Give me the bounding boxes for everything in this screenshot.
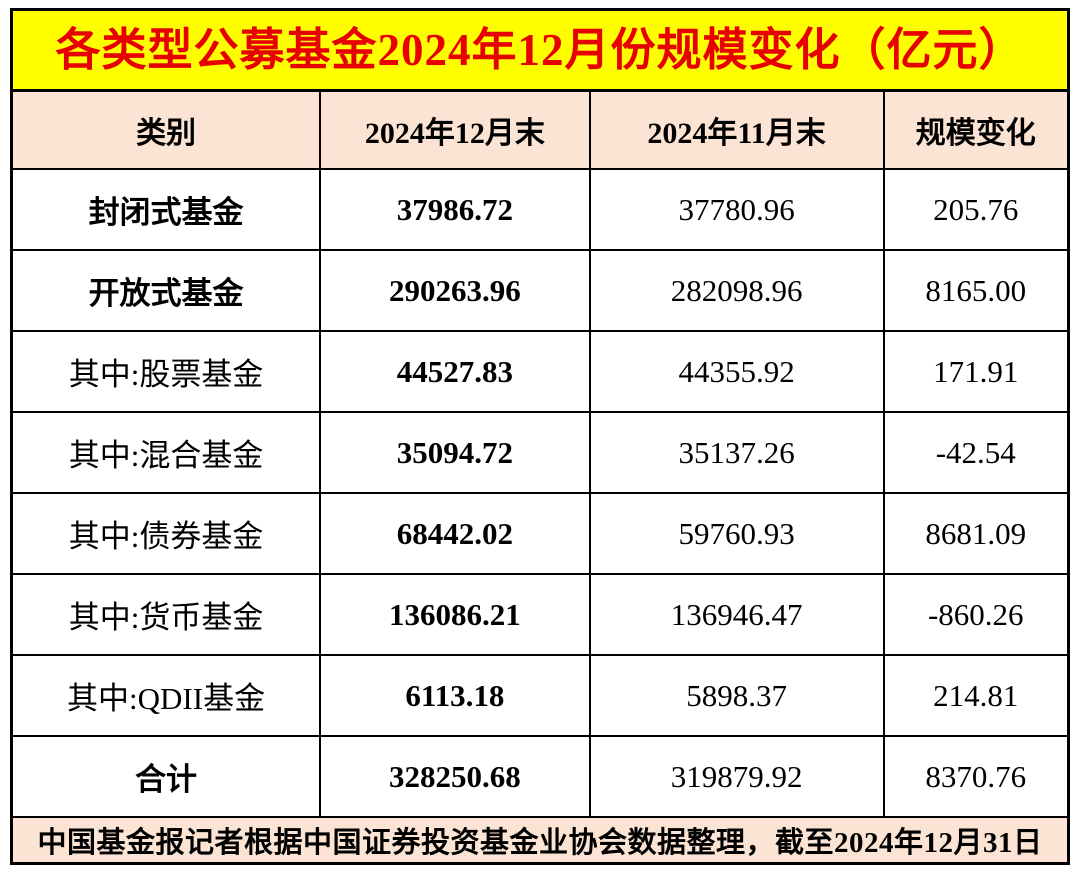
page-title: 各类型公募基金2024年12月份规模变化（亿元） xyxy=(55,24,1025,75)
value-dec: 35094.72 xyxy=(319,411,591,494)
row-label: 其中:股票基金 xyxy=(10,330,322,413)
column-header-scale-change: 规模变化 xyxy=(882,89,1070,170)
value-dec: 6113.18 xyxy=(319,654,591,737)
value-change: 205.76 xyxy=(882,168,1070,251)
column-header-nov-2024: 2024年11月末 xyxy=(588,89,885,170)
value-dec: 68442.02 xyxy=(319,492,591,575)
value-change: 8681.09 xyxy=(882,492,1070,575)
value-change: -42.54 xyxy=(882,411,1070,494)
table-row-closed-end-funds: 封闭式基金 37986.72 37780.96 205.76 xyxy=(10,168,1070,251)
value-change: 8370.76 xyxy=(882,735,1070,818)
value-nov: 59760.93 xyxy=(588,492,885,575)
row-label-total: 合计 xyxy=(10,735,322,818)
source-note: 中国基金报记者根据中国证券投资基金业协会数据整理，截至2024年12月31日 xyxy=(10,816,1070,865)
table-header-row: 类别 2024年12月末 2024年11月末 规模变化 xyxy=(10,89,1070,170)
table-row-hybrid-funds: 其中:混合基金 35094.72 35137.26 -42.54 xyxy=(10,411,1070,494)
row-label: 其中:混合基金 xyxy=(10,411,322,494)
table-row-bond-funds: 其中:债券基金 68442.02 59760.93 8681.09 xyxy=(10,492,1070,575)
value-dec: 37986.72 xyxy=(319,168,591,251)
fund-scale-table: 类别 2024年12月末 2024年11月末 规模变化 封闭式基金 37986.… xyxy=(10,89,1070,865)
value-dec: 328250.68 xyxy=(319,735,591,818)
value-dec: 290263.96 xyxy=(319,249,591,332)
value-change: 171.91 xyxy=(882,330,1070,413)
table-row-open-end-funds: 开放式基金 290263.96 282098.96 8165.00 xyxy=(10,249,1070,332)
column-header-category: 类别 xyxy=(10,89,322,170)
value-dec: 44527.83 xyxy=(319,330,591,413)
title-band: 各类型公募基金2024年12月份规模变化（亿元） xyxy=(10,8,1070,92)
row-label: 其中:货币基金 xyxy=(10,573,322,656)
table-row-qdii-funds: 其中:QDII基金 6113.18 5898.37 214.81 xyxy=(10,654,1070,737)
value-dec: 136086.21 xyxy=(319,573,591,656)
column-header-dec-2024: 2024年12月末 xyxy=(319,89,591,170)
row-label: 开放式基金 xyxy=(10,249,322,332)
value-change: -860.26 xyxy=(882,573,1070,656)
value-nov: 35137.26 xyxy=(588,411,885,494)
value-nov: 37780.96 xyxy=(588,168,885,251)
row-label: 封闭式基金 xyxy=(10,168,322,251)
table-row-total: 合计 328250.68 319879.92 8370.76 xyxy=(10,735,1070,818)
value-nov: 282098.96 xyxy=(588,249,885,332)
row-label: 其中:QDII基金 xyxy=(10,654,322,737)
value-nov: 5898.37 xyxy=(588,654,885,737)
value-nov: 319879.92 xyxy=(588,735,885,818)
value-nov: 44355.92 xyxy=(588,330,885,413)
table-source-row: 中国基金报记者根据中国证券投资基金业协会数据整理，截至2024年12月31日 xyxy=(10,816,1070,865)
value-nov: 136946.47 xyxy=(588,573,885,656)
value-change: 8165.00 xyxy=(882,249,1070,332)
row-label: 其中:债券基金 xyxy=(10,492,322,575)
value-change: 214.81 xyxy=(882,654,1070,737)
table-row-money-market-funds: 其中:货币基金 136086.21 136946.47 -860.26 xyxy=(10,573,1070,656)
table-row-equity-funds: 其中:股票基金 44527.83 44355.92 171.91 xyxy=(10,330,1070,413)
